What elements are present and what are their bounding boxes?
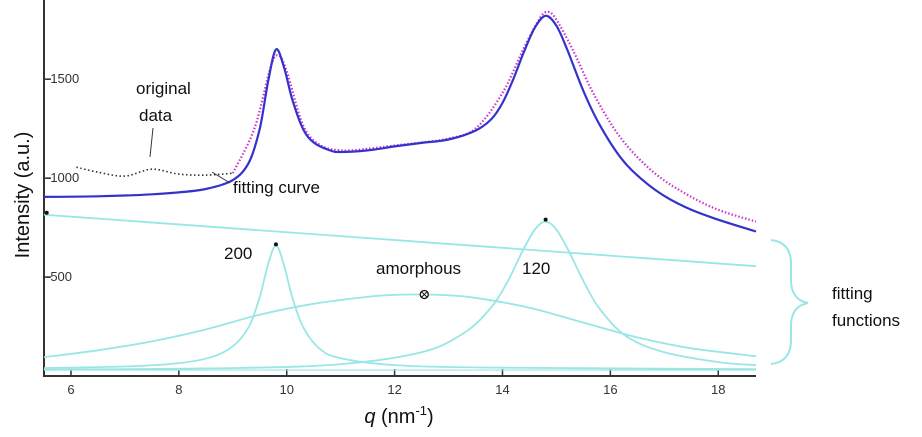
x-axis-title-close: ): [427, 406, 434, 428]
y-axis-title: Intensity (a.u.): [12, 132, 34, 259]
series-peak-200: [43, 244, 757, 370]
annotation-fitting-functions-line1: fitting: [832, 284, 873, 303]
y-tick-label: -1000: [46, 170, 79, 185]
annotation-original-line1: original: [136, 79, 191, 98]
annotation-original-line2: data: [139, 106, 173, 125]
x-tick-label: 18: [711, 382, 725, 397]
annotation-fitting-functions-line2: functions: [832, 311, 900, 330]
annotation-fitting-curve: fitting curve: [233, 178, 320, 197]
x-tick-label: 16: [603, 382, 617, 397]
peak-marker: [273, 242, 278, 247]
peak-marker: [44, 210, 49, 215]
x-axis-title-unit: (nm: [375, 406, 415, 428]
x-axis-title-sup: -1: [415, 403, 427, 418]
y-ticks: -500 -1000 -1500: [44, 71, 79, 284]
series-linear: [43, 213, 757, 268]
series-layer: [43, 10, 757, 371]
annotation-fitting-curve-pointer: [211, 171, 231, 184]
series-amorphous: [43, 293, 757, 359]
x-tick-label: 14: [495, 382, 509, 397]
series-original-data-low: [76, 166, 233, 177]
y-tick-label: -500: [46, 269, 72, 284]
amorphous-center-cross-b: [421, 291, 428, 298]
x-tick-label: 6: [67, 382, 74, 397]
x-ticks: 6 8 10 12 14 16 18: [67, 369, 725, 397]
x-axis-title: q (nm-1): [364, 403, 433, 428]
peak-marker: [543, 217, 548, 222]
annotation-peak-200: 200: [224, 244, 252, 263]
x-tick-label: 12: [387, 382, 401, 397]
series-peak-120: [43, 220, 757, 371]
y-tick-label: -1500: [46, 71, 79, 86]
annotation-original-pointer: [149, 127, 154, 158]
x-tick-label: 8: [175, 382, 182, 397]
x-axis-title-var: q: [364, 406, 375, 428]
series-original-data: [231, 10, 757, 223]
annotation-amorphous: amorphous: [376, 259, 461, 278]
x-tick-label: 10: [279, 382, 293, 397]
marker-layer: [44, 210, 548, 300]
annotation-peak-120: 120: [522, 259, 550, 278]
fitting-functions-brace: [770, 239, 809, 365]
series-fit: [43, 14, 757, 233]
